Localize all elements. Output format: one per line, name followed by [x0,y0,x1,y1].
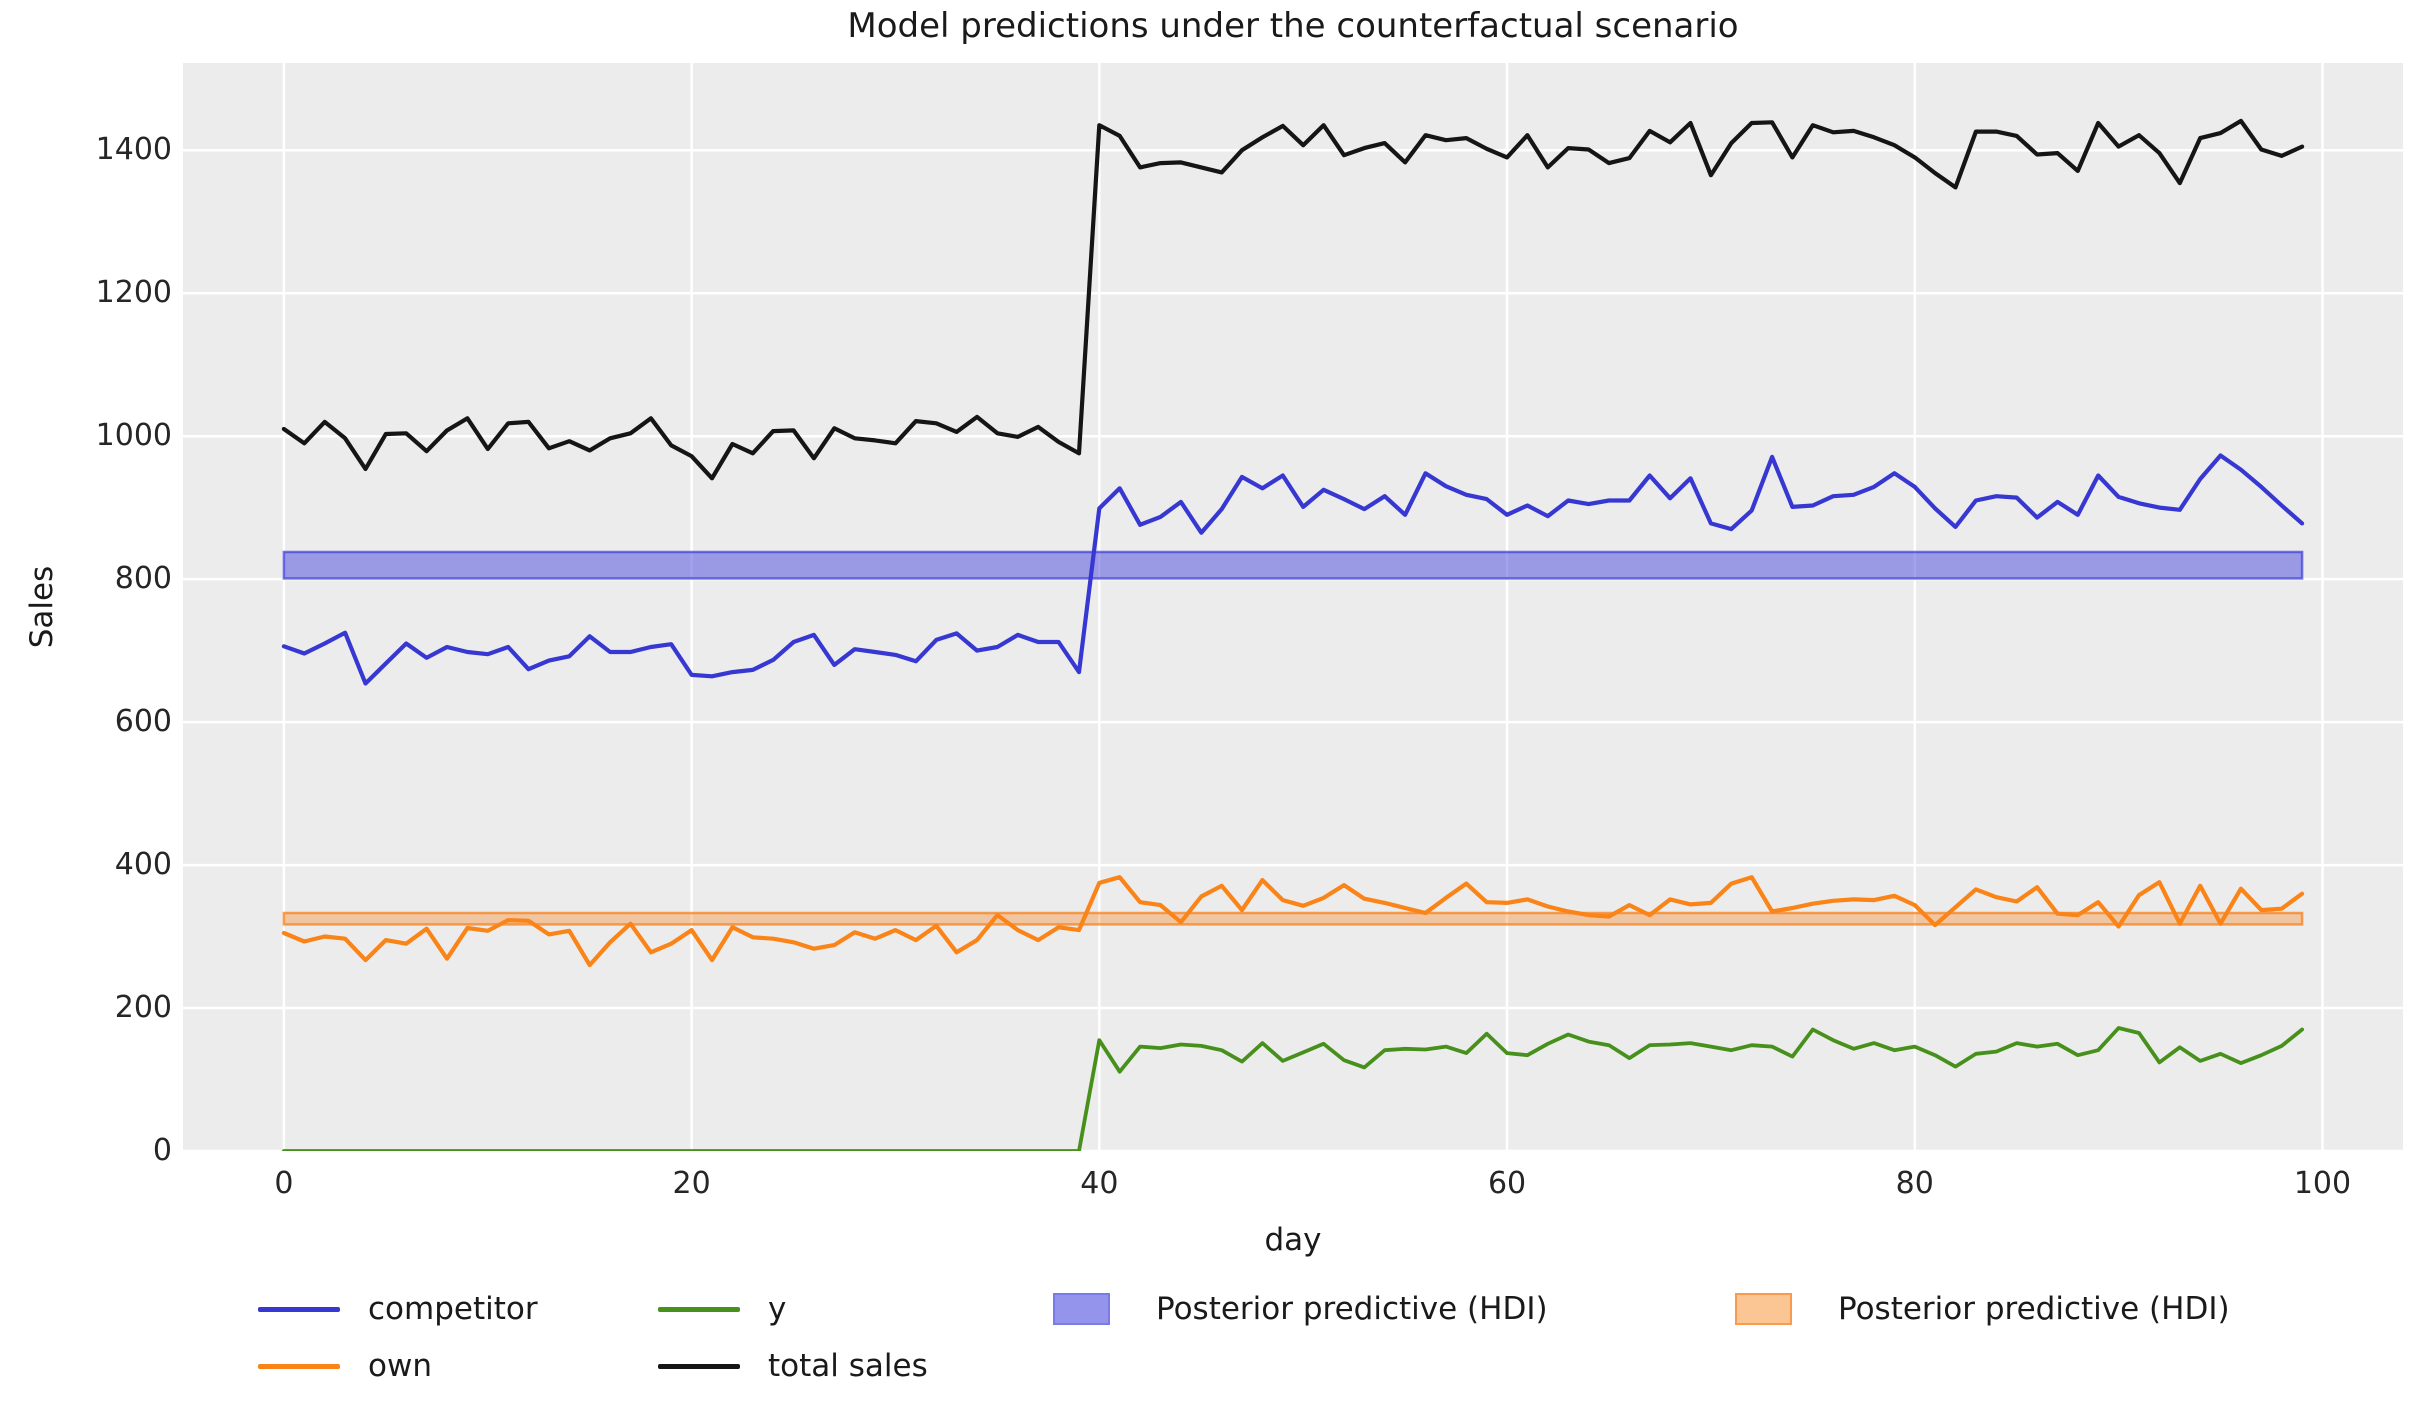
y-axis-label: Sales [24,565,60,649]
legend-entry-hdi-competitor: Posterior predictive (HDI) [1053,1291,1548,1327]
legend-label-own: own [368,1348,432,1384]
legend-patch-swatch-hdi-orange [1735,1293,1792,1325]
x-tick-label: 100 [2293,1166,2352,1201]
y-tick-label: 400 [114,847,172,883]
x-tick-label: 20 [672,1166,711,1201]
x-tick-label: 0 [274,1166,294,1201]
legend-line-swatch-y [658,1306,740,1312]
y-tick-label: 200 [114,990,172,1026]
legend-label-hdi-blue: Posterior predictive (HDI) [1156,1291,1548,1327]
y-tick-label: 1400 [95,132,172,168]
legend-patch-swatch-hdi-blue [1053,1293,1110,1325]
plot-area [183,63,2403,1151]
y-tick-label: 800 [114,561,172,597]
legend-label-total-sales: total sales [768,1348,928,1384]
legend-entry-competitor: competitor [258,1291,538,1327]
legend-label-y: y [768,1291,787,1327]
legend-line-swatch-competitor [258,1306,340,1312]
x-tick-label: 60 [1487,1166,1527,1201]
legend-line-swatch-total-sales [658,1363,740,1369]
legend-entry-y: y [658,1291,786,1327]
series-total-sales [281,118,2305,481]
series-own [281,875,2305,968]
y-tick-label: 1000 [95,418,172,454]
series-competitor [281,453,2305,686]
chart-title: Model predictions under the counterfactu… [847,6,1739,46]
y-tick-label: 1200 [95,275,172,311]
legend-entry-hdi-own: Posterior predictive (HDI) [1735,1291,2230,1327]
hdi-band [282,550,2304,580]
y-tick-label: 600 [114,704,172,740]
legend-label-hdi-orange: Posterior predictive (HDI) [1838,1291,2230,1327]
x-axis-label: day [1264,1222,1322,1258]
legend-line-swatch-own [258,1363,340,1369]
hdi-band [282,911,2304,926]
series-y [282,1026,2305,1151]
legend-entry-own: own [258,1348,432,1384]
y-tick-label: 0 [152,1133,172,1168]
plot-canvas [183,63,2403,1151]
legend-entry-total-sales: total sales [658,1348,928,1384]
legend-label-competitor: competitor [368,1291,538,1327]
x-tick-label: 40 [1080,1166,1119,1201]
x-tick-label: 80 [1895,1166,1934,1201]
